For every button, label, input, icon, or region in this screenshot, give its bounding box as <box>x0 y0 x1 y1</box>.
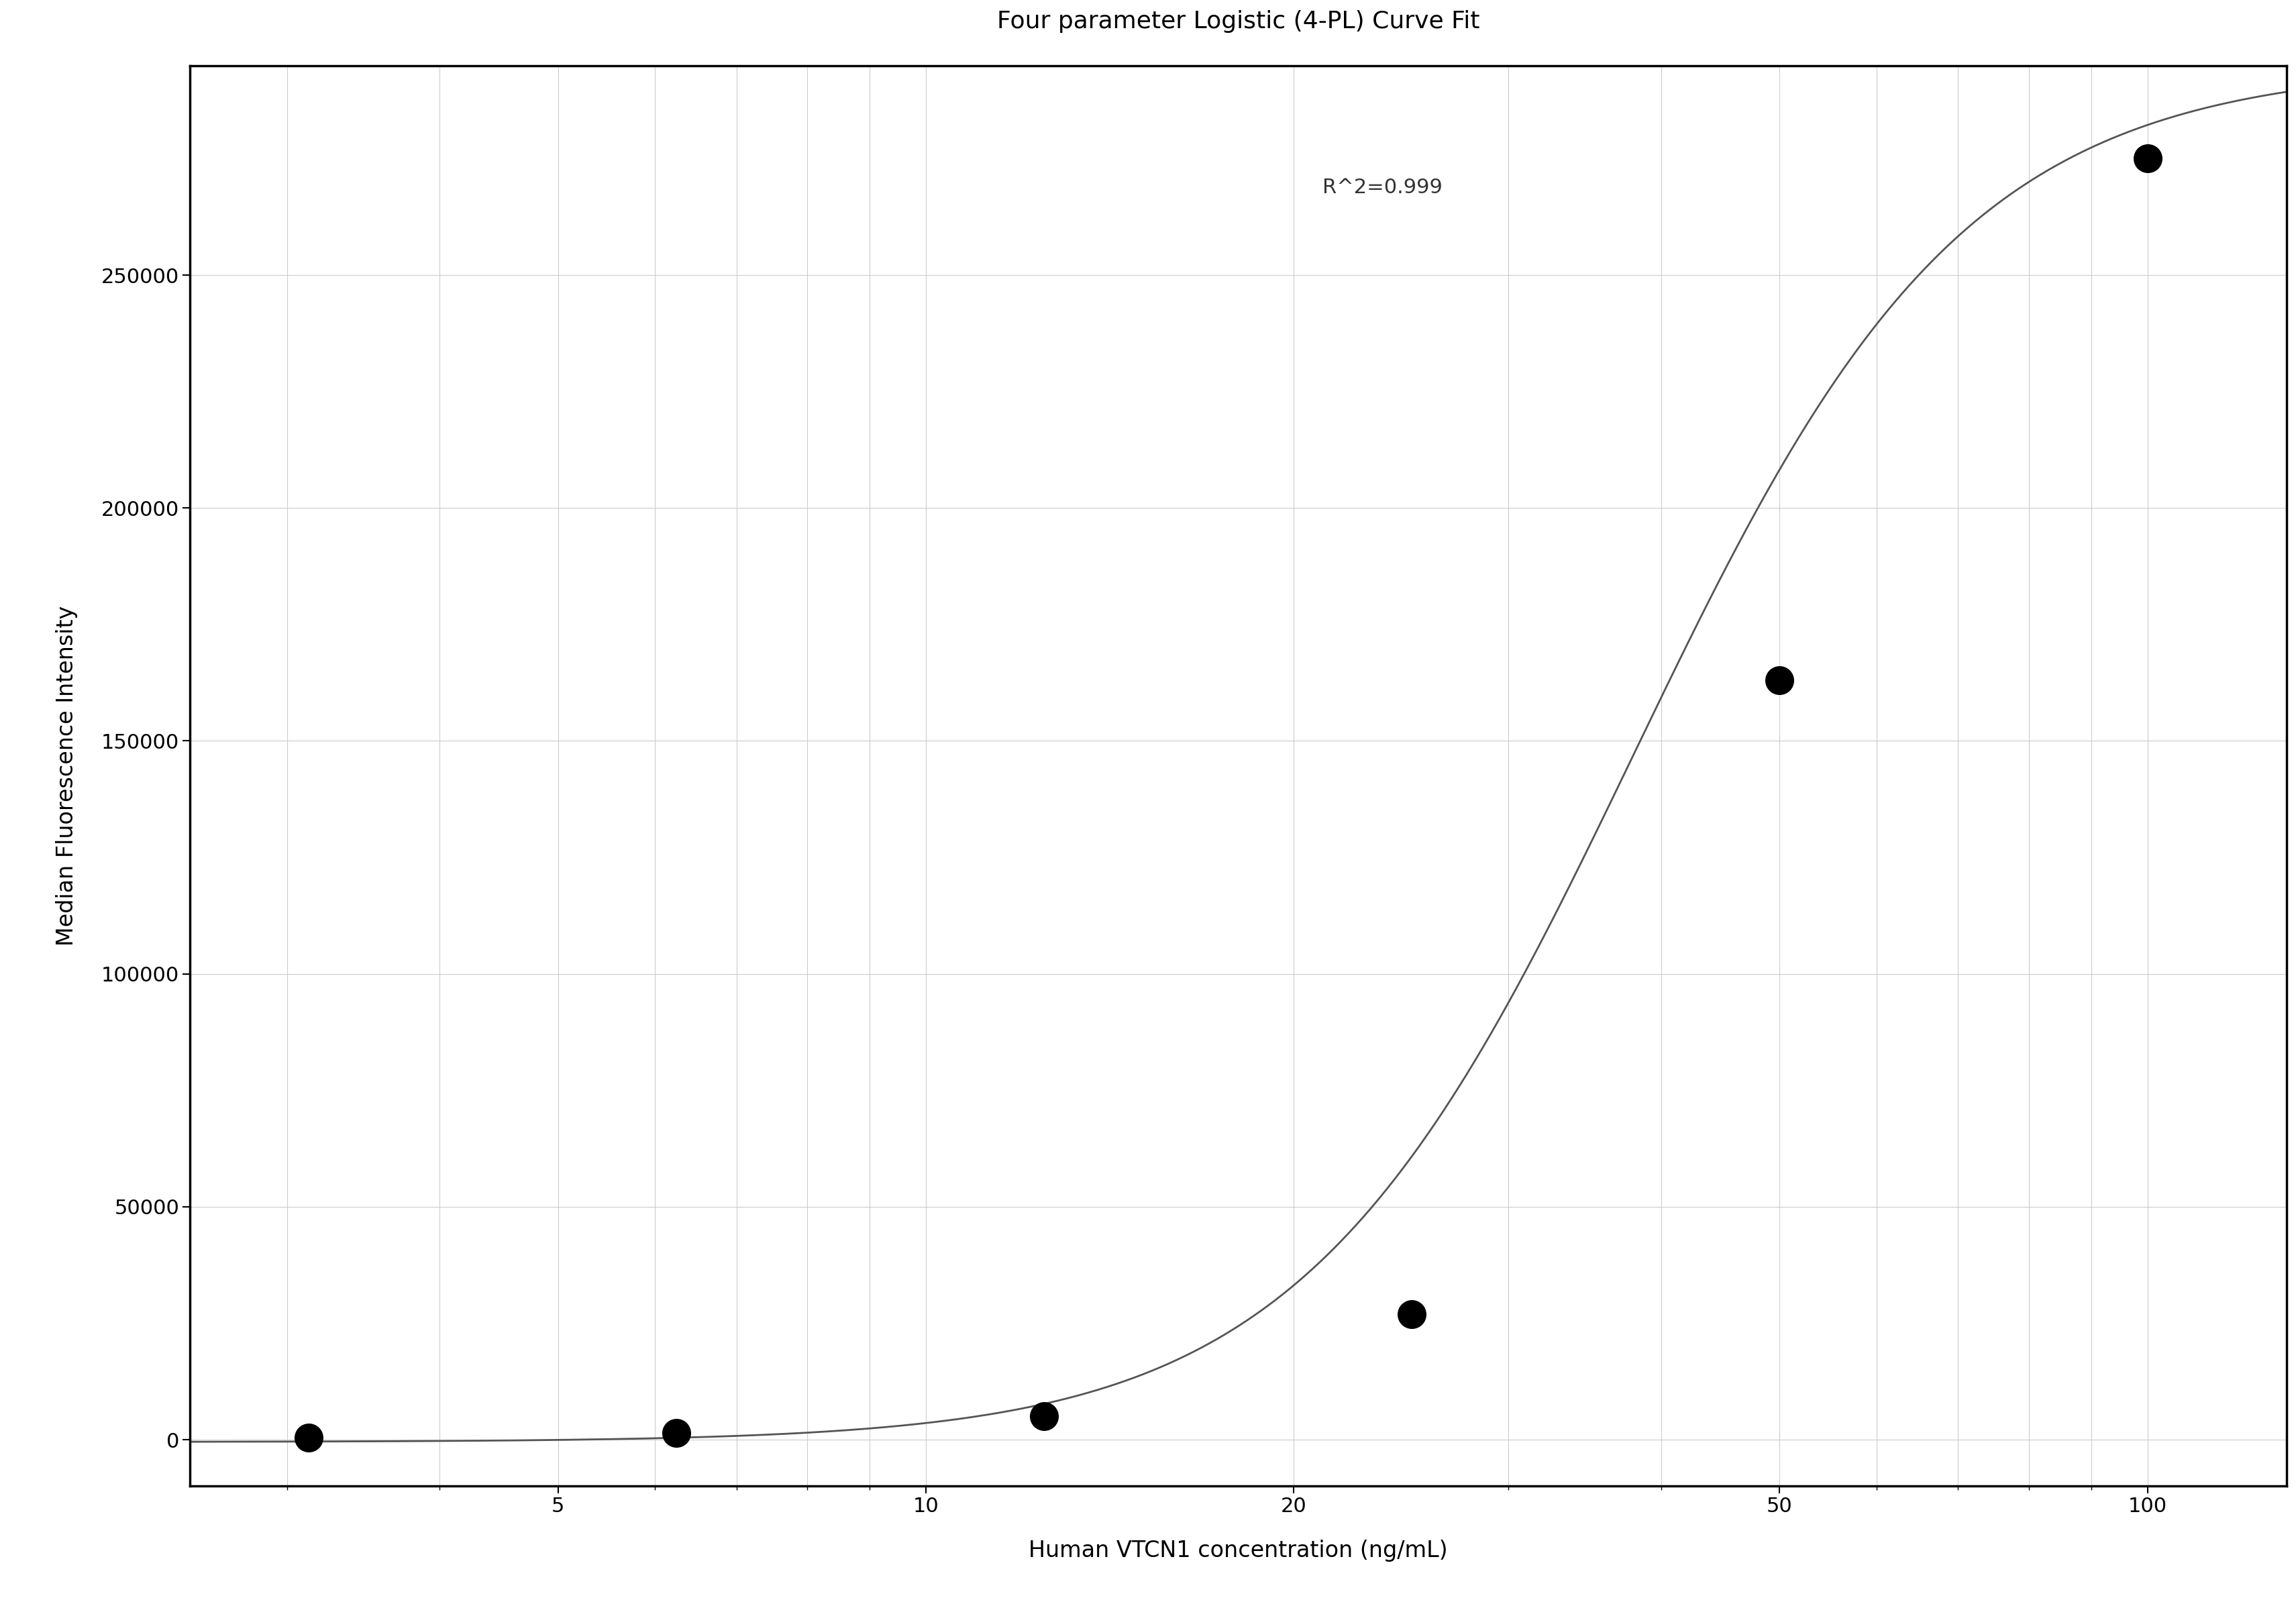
Point <box>1026 1404 1063 1429</box>
Y-axis label: Median Fluorescence Intensity: Median Fluorescence Intensity <box>55 606 78 946</box>
Point <box>657 1420 693 1445</box>
Point <box>289 1424 326 1450</box>
X-axis label: Human VTCN1 concentration (ng/mL): Human VTCN1 concentration (ng/mL) <box>1029 1540 1446 1562</box>
Point <box>2128 146 2165 172</box>
Text: R^2=0.999: R^2=0.999 <box>1322 178 1442 197</box>
Title: Four parameter Logistic (4-PL) Curve Fit: Four parameter Logistic (4-PL) Curve Fit <box>996 10 1479 32</box>
Point <box>1394 1301 1430 1327</box>
Point <box>1761 667 1798 693</box>
